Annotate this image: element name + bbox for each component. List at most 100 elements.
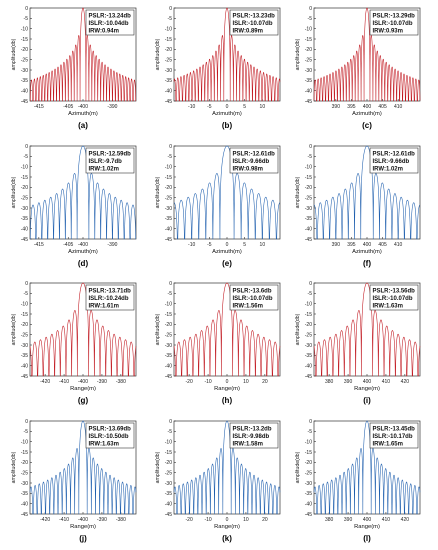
annotation-text: ISLR:-10.04db <box>89 21 129 27</box>
y-tick-label: -5 <box>24 429 29 435</box>
y-tick-label: -45 <box>165 512 172 518</box>
y-tick-label: -25 <box>21 57 28 63</box>
x-axis-label: Azimuth(m) <box>68 111 98 117</box>
x-axis-label: Range(m) <box>354 386 380 392</box>
x-tick-label: 400 <box>363 242 372 248</box>
x-tick-label: -390 <box>97 379 107 385</box>
annotation-text: IRW:1.65m <box>373 441 403 447</box>
annotation-box <box>369 284 419 311</box>
x-tick-label: 400 <box>363 104 372 110</box>
y-tick-label: -20 <box>21 322 28 328</box>
y-tick-label: -25 <box>21 470 28 476</box>
x-axis-label: Range(m) <box>354 524 380 530</box>
x-tick-label: 390 <box>332 104 341 110</box>
annotation-box <box>369 422 419 449</box>
x-tick-label: 405 <box>378 104 387 110</box>
panel-caption: (j) <box>79 534 87 543</box>
x-tick-label: -380 <box>116 517 126 523</box>
annotation-text: ISLR:-10.17db <box>373 434 413 440</box>
x-tick-label: 10 <box>260 104 266 110</box>
x-tick-label: -415 <box>34 104 44 110</box>
y-tick-label: -15 <box>305 37 312 43</box>
x-tick-label: 380 <box>325 379 334 385</box>
y-tick-label: -25 <box>21 332 28 338</box>
x-tick-label: 410 <box>394 104 403 110</box>
series-line <box>173 282 281 377</box>
annotation-text: ISLR:-10.07db <box>373 21 413 27</box>
panel-c: 0 -5 -10 -15 -20 -25 -30 -35 -40 -45 390 395 400 405 4… <box>295 6 421 130</box>
annotation-text: IRW:0.89m <box>233 28 263 34</box>
annotation-text: PSLR:-12.61db <box>373 152 416 158</box>
y-tick-label: -30 <box>165 343 172 349</box>
y-tick-label: -40 <box>305 363 312 369</box>
y-tick-label: -15 <box>165 37 172 43</box>
annotation-box <box>229 422 279 449</box>
annotation-box <box>85 147 135 174</box>
x-tick-label: 420 <box>401 379 410 385</box>
panel-h: 0 -5 -10 -15 -20 -25 -30 -35 -40 -45 -20 -10 0 10 20 Ra… <box>155 281 281 405</box>
annotation-text: IRW:1.63m <box>373 303 403 309</box>
y-tick-label: -20 <box>21 47 28 53</box>
x-tick-label: 0 <box>226 104 229 110</box>
x-axis-label: Azimuth(m) <box>352 249 382 255</box>
x-tick-label: 10 <box>243 379 249 385</box>
annotation-box <box>369 147 419 174</box>
y-tick-label: -35 <box>305 491 312 497</box>
y-tick-label: -30 <box>21 68 28 74</box>
y-tick-label: -15 <box>21 450 28 456</box>
y-tick-label: -20 <box>165 185 172 191</box>
y-tick-label: -15 <box>305 175 312 181</box>
x-tick-label: 400 <box>363 379 372 385</box>
y-tick-label: 0 <box>309 6 312 12</box>
annotation-text: IRW:1.58m <box>233 441 263 447</box>
x-axis-label: Range(m) <box>214 524 240 530</box>
annotation-text: PSLR:-13.23db <box>233 14 276 20</box>
y-tick-label: -10 <box>165 439 172 445</box>
annotation-text: ISLR:-9.98db <box>233 434 270 440</box>
y-tick-label: -5 <box>168 154 173 160</box>
y-axis-label: amplitude(db) <box>155 451 161 483</box>
x-tick-label: -390 <box>107 104 117 110</box>
panel-caption: (d) <box>78 259 89 268</box>
annotation-text: IRW:0.98m <box>233 166 263 172</box>
y-tick-label: -10 <box>21 26 28 32</box>
x-tick-label: -405 <box>63 242 73 248</box>
y-tick-label: -45 <box>165 374 172 380</box>
x-tick-label: 410 <box>394 242 403 248</box>
y-axis-label: amplitude(db) <box>155 313 161 345</box>
y-tick-label: -20 <box>165 460 172 466</box>
panel-i: 0 -5 -10 -15 -20 -25 -30 -35 -40 -45 380 390 400 410 4… <box>295 281 421 405</box>
y-tick-label: -10 <box>305 164 312 170</box>
annotation-box <box>85 284 135 311</box>
x-tick-label: 0 <box>226 517 229 523</box>
y-tick-label: -25 <box>305 195 312 201</box>
annotation-text: PSLR:-13.6db <box>233 289 272 295</box>
y-tick-label: -5 <box>308 16 313 22</box>
y-tick-label: -40 <box>305 501 312 507</box>
panel-caption: (h) <box>222 396 233 405</box>
y-tick-label: -25 <box>165 470 172 476</box>
y-tick-label: -10 <box>305 26 312 32</box>
x-tick-label: 390 <box>344 517 353 523</box>
panel-caption: (l) <box>363 534 371 543</box>
y-tick-label: -45 <box>21 374 28 380</box>
x-tick-label: 20 <box>262 379 268 385</box>
x-tick-label: 390 <box>332 242 341 248</box>
x-tick-label: -400 <box>78 379 88 385</box>
y-axis-label: amplitude(db) <box>11 38 17 70</box>
x-tick-label: 0 <box>226 379 229 385</box>
y-tick-label: -20 <box>305 460 312 466</box>
y-tick-label: -25 <box>165 332 172 338</box>
y-axis-label: amplitude(db) <box>295 38 301 70</box>
y-tick-label: -20 <box>305 47 312 53</box>
y-tick-label: 0 <box>25 281 28 287</box>
panel-caption: (a) <box>78 121 88 130</box>
annotation-text: PSLR:-12.61db <box>233 152 276 158</box>
y-tick-label: -25 <box>305 57 312 63</box>
y-tick-label: -15 <box>165 175 172 181</box>
series-line <box>29 282 137 377</box>
x-tick-label: -390 <box>97 517 107 523</box>
series-line <box>313 282 421 377</box>
y-tick-label: -45 <box>21 512 28 518</box>
panel-caption: (i) <box>363 396 371 405</box>
